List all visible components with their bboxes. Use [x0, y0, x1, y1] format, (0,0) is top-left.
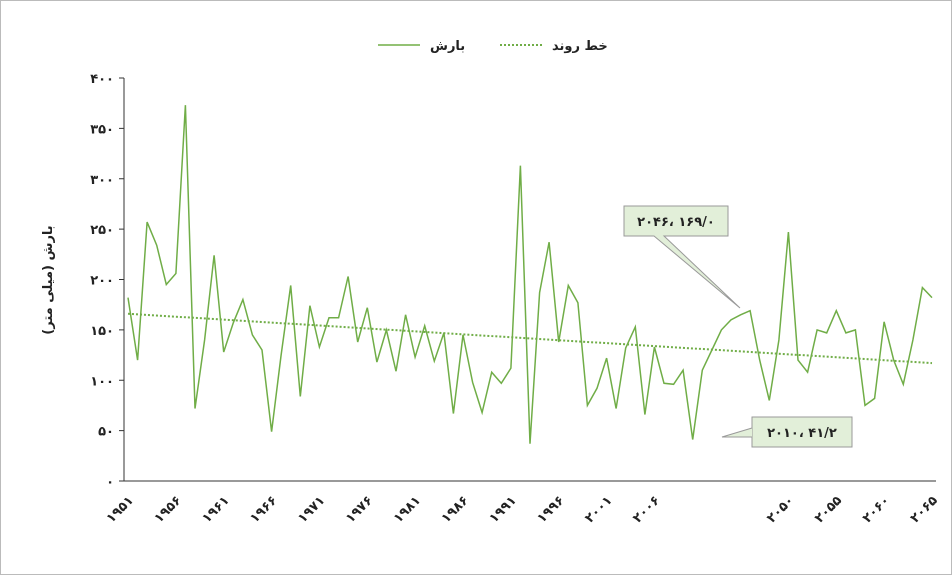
y-tick-label: ۱۵۰	[90, 324, 114, 339]
annotation: ۲۰۴۶، ۱۶۹/۰	[637, 215, 715, 230]
callout-pointer	[721, 427, 753, 438]
y-tick-label: ۳۰۰	[90, 173, 114, 188]
y-tick-label: ۱۰۰	[90, 374, 114, 389]
y-tick-label: ۰	[106, 475, 114, 490]
legend-label: بارش	[430, 39, 465, 54]
y-tick-label: ۲۰۰	[90, 274, 114, 289]
y-tick-label: ۲۵۰	[90, 223, 114, 238]
annotation: ۲۰۱۰، ۴۱/۲	[767, 426, 837, 441]
y-tick-label: ۵۰	[98, 425, 114, 440]
y-tick-label: ۴۰۰	[90, 72, 114, 87]
y-tick-label: ۳۵۰	[90, 122, 114, 137]
legend-label: خط روند	[552, 39, 608, 54]
y-axis-title: بارش (میلی متر)	[41, 225, 56, 334]
callout-box	[751, 416, 853, 448]
precip-line	[127, 105, 933, 444]
callout-box	[623, 205, 741, 309]
